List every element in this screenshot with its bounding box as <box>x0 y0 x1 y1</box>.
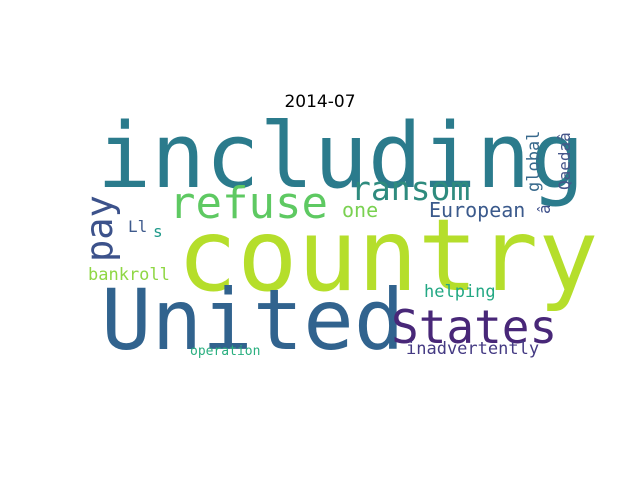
word-ll: Ll <box>128 217 148 236</box>
word-helping: helping <box>424 282 496 302</box>
word-refuse: refuse <box>169 178 328 229</box>
word-states: States <box>391 300 558 354</box>
word-global: global <box>524 130 544 192</box>
word-pay: pay <box>78 195 121 262</box>
word-bankroll: bankroll <box>88 265 170 285</box>
word-qaedaa: Qaedaâ <box>555 132 574 190</box>
word-inadvertently: inadvertently <box>406 339 540 359</box>
chart-title: 2014-07 <box>284 92 356 112</box>
word-operation: operation <box>190 344 261 359</box>
word-united: United <box>101 271 405 369</box>
word-s: s <box>153 222 163 241</box>
word-including: including <box>97 104 585 209</box>
word-country: country <box>177 197 599 314</box>
word-a-circumflex: â <box>535 204 554 214</box>
word-one: one <box>342 198 379 222</box>
word-european: European <box>429 198 526 222</box>
word-ransom: ransom <box>351 169 471 208</box>
